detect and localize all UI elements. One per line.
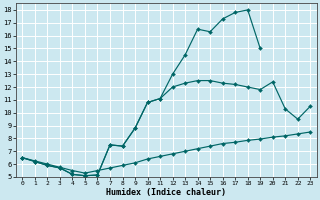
X-axis label: Humidex (Indice chaleur): Humidex (Indice chaleur) — [106, 188, 226, 197]
